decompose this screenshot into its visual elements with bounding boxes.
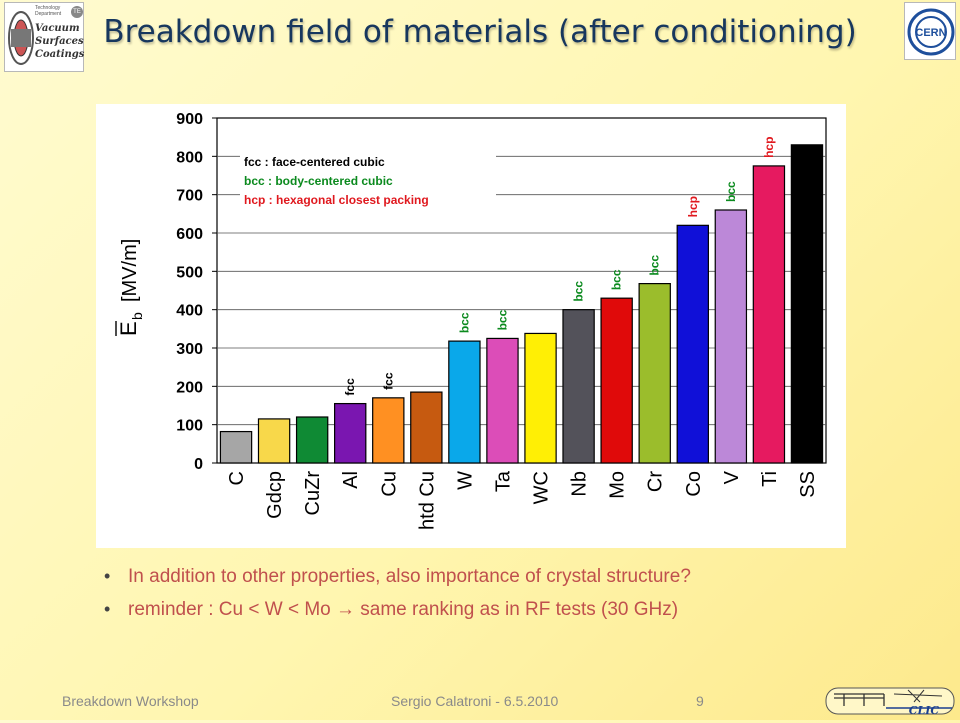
x-category-label: W [454, 471, 476, 490]
logo-dept-text: Technology Department [35, 5, 62, 17]
bar-v [714, 209, 748, 464]
y-axis-subscript: b [129, 312, 145, 320]
clic-logo: CLIC [824, 684, 956, 718]
footer-author-date: Sergio Calatroni - 6.5.2010 [391, 693, 559, 709]
legend-entry: fcc : face-centered cubic [244, 155, 385, 169]
logo-line-3: Coatings [35, 49, 85, 60]
structure-label: bcc [495, 309, 509, 330]
structure-label: hcp [686, 196, 700, 217]
bar-htd-cu [410, 391, 443, 464]
slide-title: Breakdown field of materials (after cond… [103, 14, 857, 50]
x-category-label: Gdcp [264, 471, 286, 519]
bar-cr [638, 283, 671, 464]
structure-label: bcc [724, 181, 738, 202]
y-tick-label: 400 [176, 303, 203, 320]
bar-c [219, 430, 253, 464]
bullet-dot-icon: • [104, 599, 111, 619]
bullet-dot-icon: • [104, 566, 111, 586]
x-category-label: SS [797, 471, 819, 498]
bar-co [676, 224, 709, 464]
y-tick-label: 700 [176, 188, 203, 205]
y-tick-label: 500 [176, 264, 203, 281]
structure-label: hcp [762, 137, 776, 158]
y-axis-symbol: E [116, 321, 141, 336]
bullet-text: reminder : Cu < W < Mo → same ranking as… [128, 599, 679, 620]
bar-cuzr [295, 416, 329, 464]
legend-entry: bcc : body-centered cubic [244, 174, 393, 188]
bar-ti [752, 165, 786, 464]
bullet-item: • In addition to other properties, also … [104, 566, 944, 599]
x-category-label: Nb [569, 471, 591, 497]
bar-nb [562, 309, 595, 464]
x-category-label: Al [340, 471, 362, 489]
bar-mo [600, 297, 633, 464]
y-tick-label: 100 [176, 418, 203, 435]
y-tick-label: 200 [176, 379, 203, 396]
page-number: 9 [696, 693, 704, 709]
y-tick-label: 0 [194, 456, 203, 473]
cern-logo: CERN [904, 2, 956, 60]
logo-line-1: Vacuum [35, 23, 80, 34]
bullet-item: • reminder : Cu < W < Mo → same ranking … [104, 599, 944, 632]
x-category-label: C [226, 471, 248, 485]
x-category-label: htd Cu [416, 471, 438, 530]
legend-box [240, 152, 496, 208]
bar-gdcp [257, 418, 291, 464]
structure-label: fcc [381, 372, 395, 390]
bar-wc [524, 332, 557, 464]
x-category-label: V [721, 470, 743, 484]
vacuum-surfaces-coatings-logo: Technology Department TE Vacuum Surfaces… [4, 2, 84, 72]
cern-logo-text: CERN [915, 27, 946, 39]
bar-ta [486, 337, 519, 464]
x-category-label: CuZr [302, 471, 324, 516]
x-category-label: Co [683, 471, 705, 497]
logo-line-2: Surfaces [35, 36, 84, 47]
legend-entry: hcp : hexagonal closest packing [244, 193, 429, 207]
bar-w [448, 340, 481, 464]
bar-ss [790, 144, 824, 464]
structure-label: bcc [648, 255, 662, 276]
structure-label: fcc [343, 378, 357, 396]
logo-badge: TE [71, 6, 83, 18]
x-category-label: WC [531, 471, 553, 504]
y-axis-unit: [MV/m] [119, 239, 141, 302]
structure-label: bcc [457, 312, 471, 333]
bullet-list: • In addition to other properties, also … [104, 566, 944, 632]
y-tick-label: 600 [176, 226, 203, 243]
chart-panel: 0 100 200 300 400 500 600 700 800 900 fcc : face-c… [96, 104, 846, 548]
x-category-label: Cr [645, 471, 667, 492]
bar-cu [372, 397, 405, 464]
y-axis-label: Eb [MV/m] [115, 239, 145, 336]
x-category-label: Cu [378, 471, 400, 497]
clic-logo-text: CLIC [909, 704, 940, 717]
y-tick-label: 900 [176, 111, 203, 128]
x-category-label: Ti [759, 471, 781, 487]
x-category-label: Mo [607, 471, 629, 499]
y-tick-label: 800 [176, 149, 203, 166]
breakdown-field-bar-chart: 0 100 200 300 400 500 600 700 800 900 fcc : face-c… [115, 111, 827, 530]
y-tick-label: 300 [176, 341, 203, 358]
structure-label: bcc [572, 281, 586, 302]
structure-label: bcc [610, 269, 624, 290]
footer-event: Breakdown Workshop [62, 693, 199, 709]
bar-al [334, 402, 367, 464]
bullet-text: In addition to other properties, also im… [128, 566, 691, 587]
x-category-label: Ta [492, 470, 514, 492]
